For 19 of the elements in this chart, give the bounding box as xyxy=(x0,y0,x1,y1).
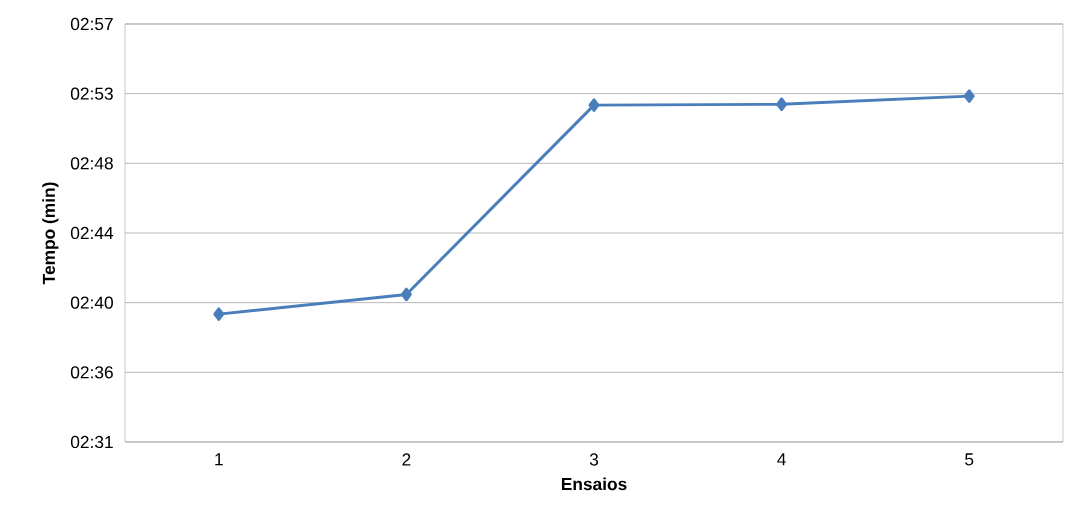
y-tick-label: 02:36 xyxy=(70,366,113,379)
y-tick-label: 02:40 xyxy=(70,296,113,309)
x-tick-label: 4 xyxy=(777,453,786,466)
y-tick-label: 02:53 xyxy=(70,87,113,100)
point xyxy=(963,89,975,103)
point xyxy=(588,98,600,112)
x-tick-label: 1 xyxy=(215,453,223,466)
y-tick-label: 02:57 xyxy=(70,17,113,31)
x-tick-label: 2 xyxy=(402,453,411,466)
point xyxy=(400,287,412,302)
y-tick-label: 02:31 xyxy=(70,435,113,449)
y-axis-title: Tempo (min) xyxy=(42,182,59,285)
point xyxy=(776,97,788,112)
point xyxy=(213,307,225,321)
x-tick-label: 3 xyxy=(589,453,599,466)
y-tick-label: 02:48 xyxy=(70,157,113,170)
y-tick-label: 02:44 xyxy=(70,226,114,240)
x-axis-title: Ensaios xyxy=(561,477,627,491)
x-tick-label: 5 xyxy=(965,453,974,466)
